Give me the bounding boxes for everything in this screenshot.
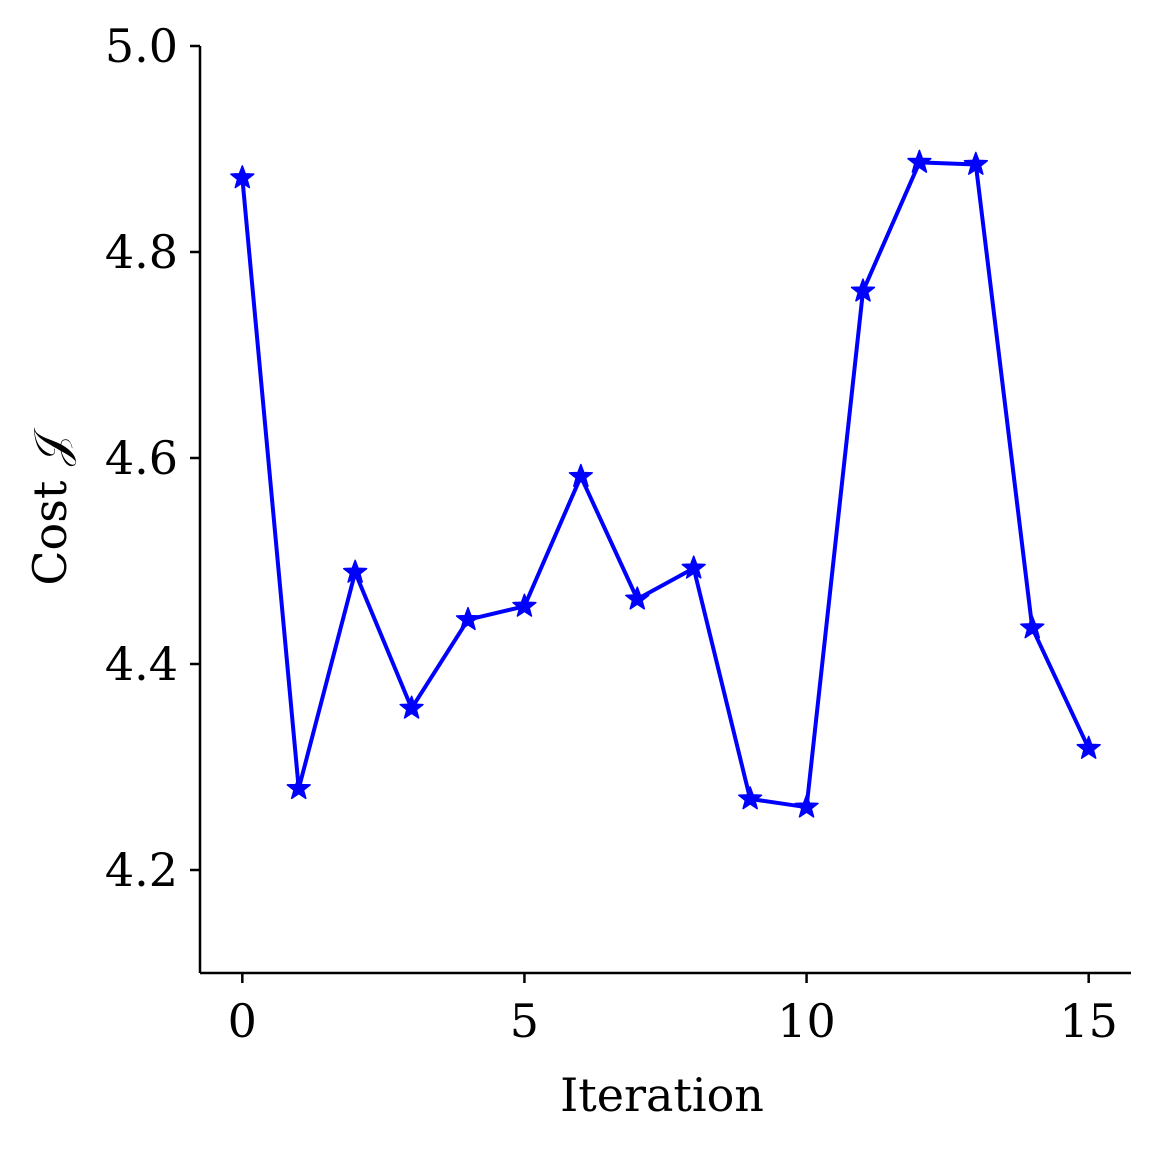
data-point-marker: [1076, 735, 1101, 759]
data-point-marker: [850, 278, 876, 302]
data-point-marker: [794, 794, 819, 818]
y-tick-label: 5.0: [105, 19, 178, 73]
data-point-marker: [907, 149, 932, 173]
y-tick-label: 4.2: [105, 843, 178, 897]
data-point-marker: [343, 559, 368, 583]
series-line: [240, 160, 1091, 810]
x-ticks: 0 5 10 15: [228, 973, 1118, 1048]
x-tick-label: 5: [510, 994, 539, 1048]
data-point-marker: [286, 775, 311, 800]
y-ticks: 4.2 4.4 4.6 4.8 5.0: [105, 19, 200, 897]
y-tick-label: 4.8: [105, 225, 178, 279]
x-tick-label: 0: [228, 994, 257, 1048]
data-point-marker: [455, 606, 481, 631]
x-tick-label: 10: [777, 994, 836, 1048]
y-tick-label: 4.6: [105, 431, 178, 485]
data-point-marker: [399, 695, 424, 719]
data-point-marker: [230, 165, 255, 189]
data-point-marker: [1020, 615, 1045, 639]
x-tick-label: 15: [1059, 994, 1118, 1048]
data-point-marker: [512, 593, 537, 617]
y-tick-label: 4.4: [105, 637, 178, 691]
y-axis-label: Cost 𝒥: [23, 427, 77, 586]
x-axis-label: Iteration: [560, 1068, 764, 1122]
data-point-marker: [737, 786, 763, 810]
data-point-marker: [568, 463, 594, 487]
data-point-marker: [963, 151, 988, 175]
axes: [198, 46, 1131, 975]
data-point-marker: [681, 555, 706, 579]
series-group: [230, 149, 1101, 818]
data-point-marker: [625, 586, 650, 610]
